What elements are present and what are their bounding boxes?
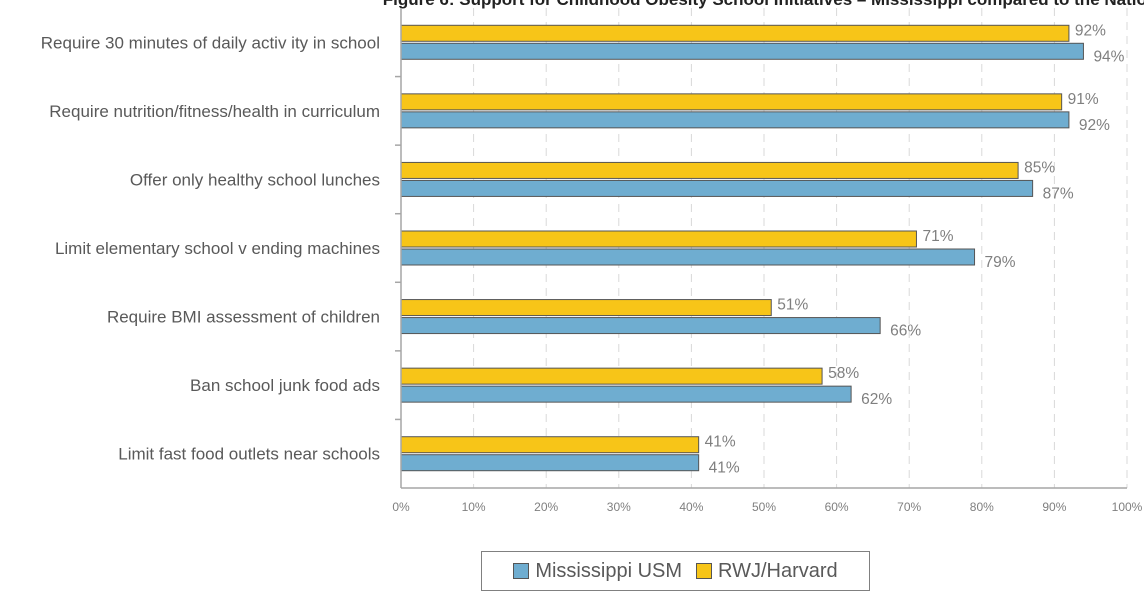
bar-mississippi-usm bbox=[400, 111, 1070, 129]
category-label: Ban school junk food ads bbox=[190, 376, 380, 395]
bar-rwj-harvard bbox=[400, 161, 1019, 179]
x-tick-label: 0% bbox=[392, 500, 410, 514]
category-label: Offer only healthy school lunches bbox=[130, 170, 380, 189]
bar-rwj-harvard bbox=[400, 299, 772, 317]
data-label-mississippi-usm: 66% bbox=[890, 323, 921, 340]
x-tick-label: 10% bbox=[462, 500, 486, 514]
x-tick-label: 50% bbox=[752, 500, 776, 514]
legend-item-mississippi: Mississippi USM bbox=[513, 560, 682, 583]
category-label: Require nutrition/fitness/health in curr… bbox=[49, 102, 380, 121]
data-label-rwj-harvard: 85% bbox=[1024, 159, 1055, 176]
x-tick-label: 90% bbox=[1042, 500, 1066, 514]
data-label-rwj-harvard: 92% bbox=[1075, 22, 1106, 39]
data-label-mississippi-usm: 94% bbox=[1093, 48, 1124, 65]
bar-mississippi-usm bbox=[400, 248, 976, 266]
chart-title: Figure 6: Support for Childhood Obesity … bbox=[383, 0, 1144, 9]
bar-mississippi-usm bbox=[400, 317, 881, 335]
legend: Mississippi USM RWJ/Harvard bbox=[481, 551, 870, 591]
category-label: Limit elementary school v ending machine… bbox=[55, 239, 380, 258]
data-label-rwj-harvard: 41% bbox=[705, 434, 736, 451]
x-tick-label: 70% bbox=[897, 500, 921, 514]
data-label-mississippi-usm: 79% bbox=[985, 254, 1016, 271]
legend-label-mississippi: Mississippi USM bbox=[535, 559, 683, 582]
x-tick-label: 30% bbox=[607, 500, 631, 514]
data-label-mississippi-usm: 41% bbox=[709, 460, 740, 477]
data-label-mississippi-usm: 87% bbox=[1043, 185, 1074, 202]
legend-swatch-rwj bbox=[696, 563, 713, 579]
category-label: Require BMI assessment of children bbox=[107, 308, 380, 327]
gridlines bbox=[473, 8, 1128, 488]
bar-rwj-harvard bbox=[400, 24, 1070, 42]
bars bbox=[400, 24, 1084, 472]
bar-mississippi-usm bbox=[400, 179, 1034, 197]
data-label-mississippi-usm: 92% bbox=[1079, 117, 1110, 134]
bar-chart: Figure 6: Support for Childhood Obesity … bbox=[41, 0, 1144, 514]
x-tick-label: 80% bbox=[970, 500, 994, 514]
legend-swatch-mississippi bbox=[513, 563, 530, 579]
legend-item-rwj: RWJ/Harvard bbox=[696, 560, 838, 583]
category-label: Limit fast food outlets near schools bbox=[118, 445, 380, 464]
data-label-rwj-harvard: 91% bbox=[1068, 91, 1099, 108]
bar-mississippi-usm bbox=[400, 454, 700, 472]
category-label: Require 30 minutes of daily activ ity in… bbox=[41, 33, 380, 52]
data-label-rwj-harvard: 58% bbox=[828, 365, 859, 382]
bar-rwj-harvard bbox=[400, 367, 823, 385]
labels: 0% 10% 20% 30% 40% 50% 60% 70% 80% 90% 100% Require… bbox=[41, 22, 1143, 514]
data-label-mississippi-usm: 62% bbox=[861, 391, 892, 408]
legend-label-rwj: RWJ/Harvard bbox=[718, 559, 838, 582]
bar-rwj-harvard bbox=[400, 436, 700, 454]
bar-mississippi-usm bbox=[400, 385, 852, 403]
bar-rwj-harvard bbox=[400, 93, 1063, 111]
data-label-rwj-harvard: 71% bbox=[922, 228, 953, 245]
bar-mississippi-usm bbox=[400, 42, 1084, 60]
data-label-rwj-harvard: 51% bbox=[777, 297, 808, 314]
x-tick-label: 100% bbox=[1112, 500, 1143, 514]
bar-rwj-harvard bbox=[400, 230, 917, 248]
axes bbox=[395, 8, 1127, 489]
x-tick-label: 20% bbox=[534, 500, 558, 514]
x-tick-label: 60% bbox=[825, 500, 849, 514]
x-tick-label: 40% bbox=[679, 500, 703, 514]
